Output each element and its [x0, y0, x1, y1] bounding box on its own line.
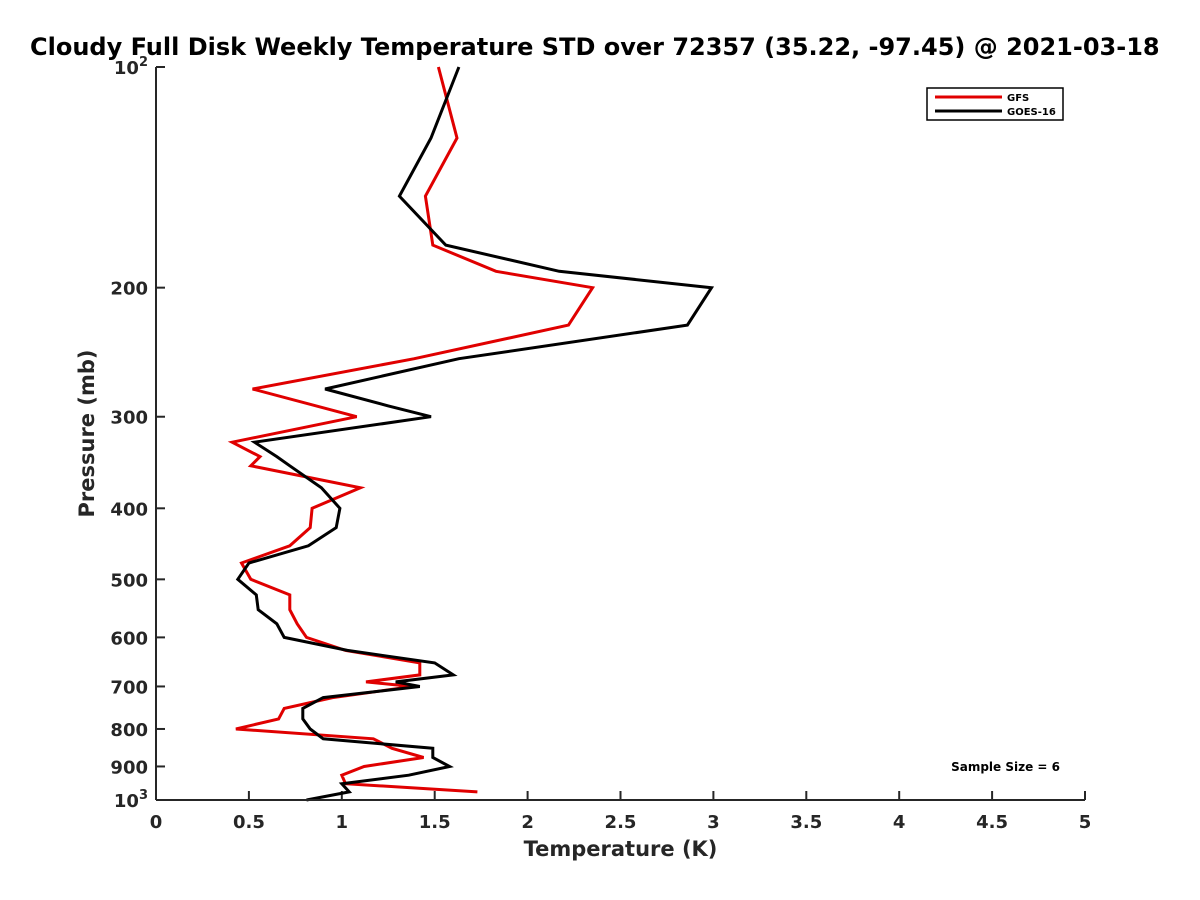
y-tick-label: 600 — [110, 628, 148, 649]
y-tick-label: 800 — [110, 720, 148, 741]
x-tick-label: 3.5 — [790, 812, 822, 833]
x-tick-label: 3 — [707, 812, 720, 833]
y-tick-label: 700 — [110, 677, 148, 698]
x-axis-ticks: 0 0.5 1 1.5 2 2.5 3 3.5 4 4.5 5 — [150, 791, 1092, 833]
y-tick-label: 103 — [114, 788, 148, 812]
x-tick-label: 2 — [521, 812, 534, 833]
x-tick-label: 2.5 — [605, 812, 637, 833]
x-tick-label: 4.5 — [976, 812, 1008, 833]
chart-title: Cloudy Full Disk Weekly Temperature STD … — [30, 33, 1160, 61]
legend-label: GFS — [1007, 93, 1029, 104]
sample-size-annotation: Sample Size = 6 — [951, 760, 1060, 774]
series-layer — [227, 66, 715, 802]
x-tick-label: 4 — [893, 812, 906, 833]
series-line-gfs — [227, 66, 596, 794]
legend: GFS GOES-16 — [926, 87, 1064, 121]
y-tick-label: 400 — [110, 499, 148, 520]
y-tick-label: 200 — [110, 279, 148, 300]
x-tick-label: 1 — [336, 812, 349, 833]
x-axis-label: Temperature (K) — [524, 837, 718, 861]
y-tick-label: 300 — [110, 408, 148, 429]
y-tick-label: 102 — [114, 55, 148, 79]
legend-label: GOES-16 — [1007, 107, 1056, 118]
x-tick-label: 0.5 — [233, 812, 265, 833]
x-tick-label: 5 — [1079, 812, 1092, 833]
x-tick-label: 0 — [150, 812, 163, 833]
x-tick-label: 1.5 — [419, 812, 451, 833]
y-tick-label: 500 — [110, 570, 148, 591]
series-line-goes-16 — [235, 66, 715, 802]
y-axis-ticks: 102 200 300 400 500 600 700 800 900 103 — [110, 55, 165, 812]
y-tick-label: 900 — [110, 757, 148, 778]
legend-box — [926, 87, 1064, 121]
y-axis-label: Pressure (mb) — [75, 350, 99, 518]
